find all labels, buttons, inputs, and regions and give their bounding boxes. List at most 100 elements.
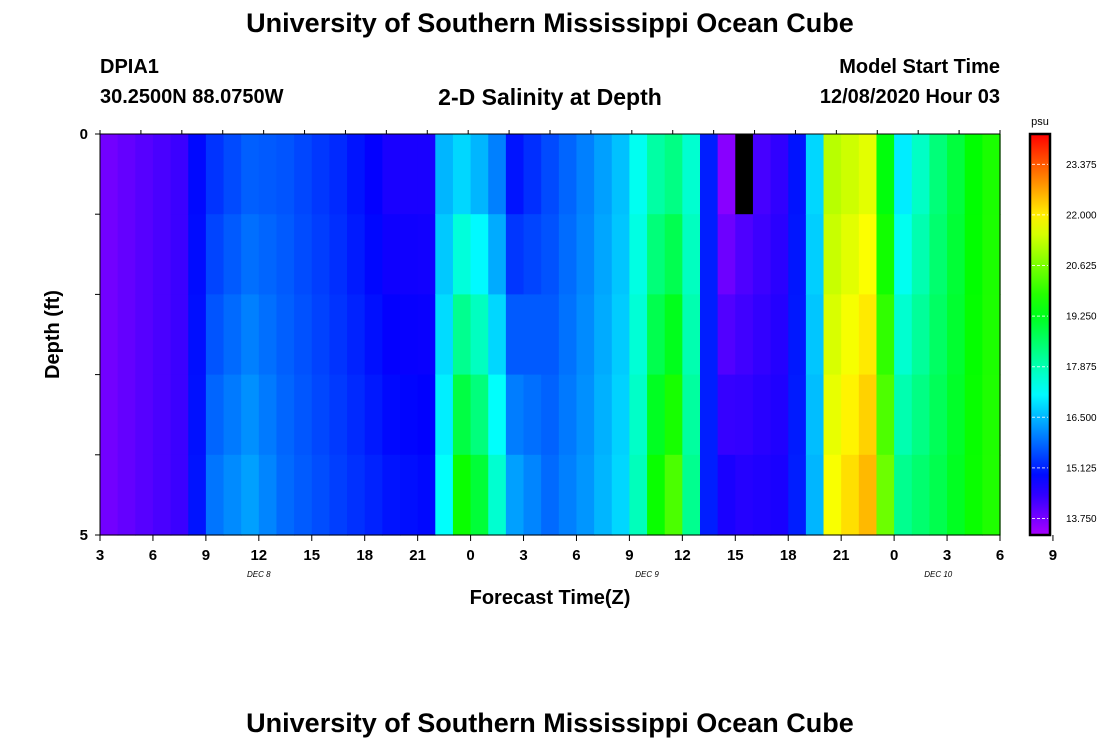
footer-title: University of Southern Mississippi Ocean… [246,708,854,738]
colorbar-tick-label: 20.625 [1066,261,1097,272]
colorbar-tick-label: 15.125 [1066,463,1097,474]
heatmap-cell [805,454,825,536]
heatmap-cell [911,134,931,215]
x-tick-label: 21 [409,547,426,564]
heatmap-cell [947,214,966,295]
heatmap-cell [629,294,648,376]
heatmap-cell [505,454,525,536]
heatmap-cell [682,454,701,536]
heatmap-cell [629,214,648,295]
heatmap-cell [241,454,260,536]
heatmap-cell [805,214,825,295]
heatmap-cell [329,214,348,295]
heatmap-cell [488,374,507,456]
heatmap-cell [841,454,860,536]
heatmap-cell [576,214,595,295]
heatmap-cell [100,214,119,295]
heatmap-cell [770,454,789,536]
heatmap-cell [541,374,560,456]
x-tick-label: 12 [250,547,267,564]
heatmap-cell [647,454,666,536]
heatmap-cell [329,374,348,456]
heatmap-cell [170,374,189,456]
heatmap-cell [135,294,154,376]
heatmap-cell [170,214,189,295]
heatmap-cell [770,134,789,215]
heatmap-cell [488,454,507,536]
heatmap-cell [700,294,719,376]
heatmap-cell [452,214,472,295]
heatmap-cell [929,294,948,376]
heatmap-cell [223,214,242,295]
heatmap-cell [347,374,366,456]
heatmap-cell [629,454,648,536]
heatmap-cell [894,454,913,536]
x-tick-label: 9 [625,547,633,564]
heatmap-cell [929,454,948,536]
heatmap-cell [505,214,525,295]
day-label: DEC 8 [247,570,271,579]
heatmap-cell [876,374,895,456]
heatmap-cell [964,294,983,376]
heatmap-cell [929,374,948,456]
heatmap-cell [400,294,419,376]
heatmap-cell [558,454,578,536]
heatmap-cell [435,134,454,215]
heatmap-cell [382,134,401,215]
heatmap-cell [435,454,454,536]
heatmap-cell [523,214,542,295]
heatmap-cell [347,454,366,536]
heatmap-cell [947,134,966,215]
heatmap-cell [664,454,683,536]
heatmap-cell [241,294,260,376]
heatmap-cell [294,294,313,376]
heatmap-cell [417,214,436,295]
x-tick-label: 6 [996,547,1004,564]
heatmap-cell [364,134,383,215]
heatmap-cell [470,134,489,215]
heatmap-cell [205,134,225,215]
heatmap-cell [100,294,119,376]
heatmap-cell [594,134,613,215]
x-tick-label: 6 [572,547,580,564]
heatmap-cell [823,294,842,376]
heatmap-cell [735,214,754,295]
heatmap-cell [188,214,207,295]
x-tick-label: 18 [356,547,373,564]
heatmap-cell [152,214,172,295]
heatmap-cell [929,214,948,295]
heatmap-cell [805,134,825,215]
heatmap-cell [400,454,419,536]
heatmap-cell [382,374,401,456]
heatmap-cell [929,134,948,215]
heatmap-cell [717,294,736,376]
heatmap-cell [276,454,295,536]
heatmap-cell [629,374,648,456]
colorbar-tick-label: 19.250 [1066,312,1097,323]
heatmap-cell [700,454,719,536]
x-tick-label: 12 [674,547,691,564]
colorbar-tick-label: 22.000 [1066,210,1097,221]
heatmap-cell [541,294,560,376]
heatmap-cell [911,294,931,376]
heatmap-cell [823,454,842,536]
heatmap-cell [170,294,189,376]
chart-axes: 3 6 9 12 15 18 21 0 3 6 9 12 15 18 21 0 3 6 9 DEC 8 DEC 9 DEC… [42,126,1057,609]
heatmap-cell [152,134,172,215]
heatmap-cell [611,214,631,295]
heatmap-cell [752,374,772,456]
heatmap-cell [911,214,931,295]
heatmap-cell [717,374,736,456]
x-tick-label: 9 [1049,547,1057,564]
heatmap-cell [770,214,789,295]
heatmap-cell [735,134,754,215]
heatmap-cell [505,134,525,215]
heatmap-cell [452,454,472,536]
heatmap-cell [576,134,595,215]
heatmap-cell [329,134,348,215]
heatmap-cell [205,454,225,536]
x-tick-label: 6 [149,547,157,564]
day-label: DEC 9 [635,570,659,579]
heatmap-cell [717,454,736,536]
